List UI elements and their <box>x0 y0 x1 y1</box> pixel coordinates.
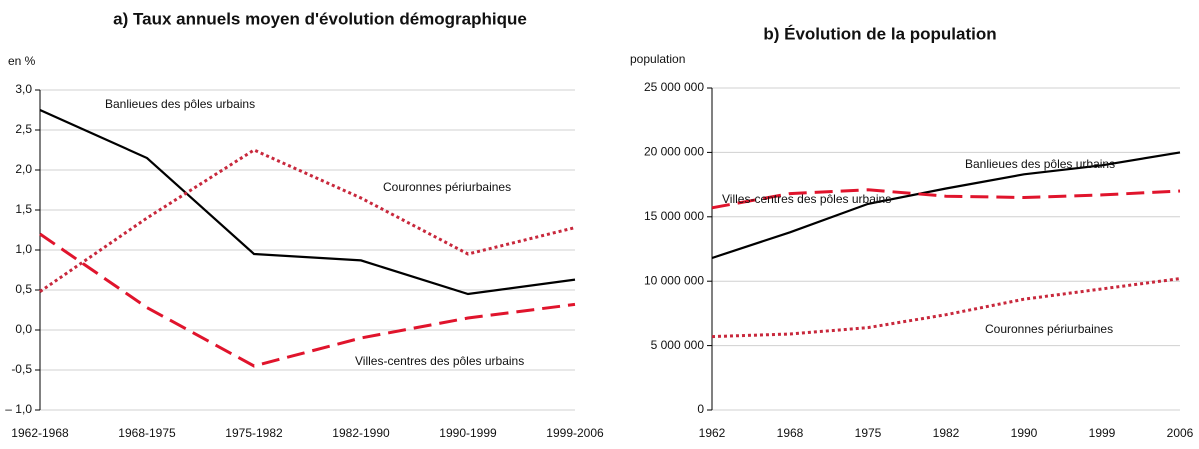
x-tick-label: 1975-1982 <box>225 426 283 440</box>
y-tick-label: 15 000 000 <box>644 209 704 223</box>
x-tick-label: 1968-1975 <box>118 426 176 440</box>
chart-title: b) Évolution de la population <box>763 24 996 43</box>
series-label: Villes-centres des pôles urbains <box>355 354 524 368</box>
x-tick-label: 1982 <box>933 426 960 440</box>
series-label: Couronnes périurbaines <box>383 180 511 194</box>
y-tick-label: 20 000 000 <box>644 145 704 159</box>
chart-title: a) Taux annuels moyen d'évolution démogr… <box>113 9 527 28</box>
series-line <box>39 108 576 296</box>
y-tick-label: 1,5 <box>15 202 32 216</box>
x-tick-label: 1990-1999 <box>439 426 497 440</box>
x-tick-label: 1962 <box>699 426 726 440</box>
series-line <box>39 232 576 368</box>
series-label: Couronnes périurbaines <box>985 322 1113 336</box>
series-label: Banlieues des pôles urbains <box>105 97 255 111</box>
y-tick-label: 25 000 000 <box>644 80 704 94</box>
x-tick-label: 2006 <box>1167 426 1194 440</box>
series-line <box>711 277 1181 339</box>
x-tick-label: 1968 <box>777 426 804 440</box>
x-tick-label: 1975 <box>855 426 882 440</box>
y-tick-label: 2,0 <box>15 162 32 176</box>
y-axis-label: population <box>630 52 685 66</box>
x-tick-label: 1982-1990 <box>332 426 390 440</box>
series-line <box>39 148 576 293</box>
y-tick-label: 5 000 000 <box>651 338 705 352</box>
y-tick-label: 1,0 <box>15 242 32 256</box>
y-tick-label: – 1,0 <box>5 402 32 416</box>
series-line <box>711 151 1181 260</box>
y-tick-label: 10 000 000 <box>644 273 704 287</box>
series-line <box>711 188 1181 210</box>
x-tick-label: 1999-2006 <box>546 426 604 440</box>
x-tick-label: 1990 <box>1011 426 1038 440</box>
y-tick-label: 0,5 <box>15 282 32 296</box>
y-tick-label: 0,0 <box>15 322 32 336</box>
series-label: Banlieues des pôles urbains <box>965 157 1115 171</box>
series-label: Villes-centres des pôles urbains <box>722 192 891 206</box>
x-tick-label: 1999 <box>1089 426 1116 440</box>
y-axis-label: en % <box>8 54 36 68</box>
y-tick-label: 0 <box>697 402 704 416</box>
x-tick-label: 1962-1968 <box>11 426 69 440</box>
y-tick-label: -0,5 <box>11 362 32 376</box>
y-tick-label: 2,5 <box>15 122 32 136</box>
y-tick-label: 3,0 <box>15 82 32 96</box>
